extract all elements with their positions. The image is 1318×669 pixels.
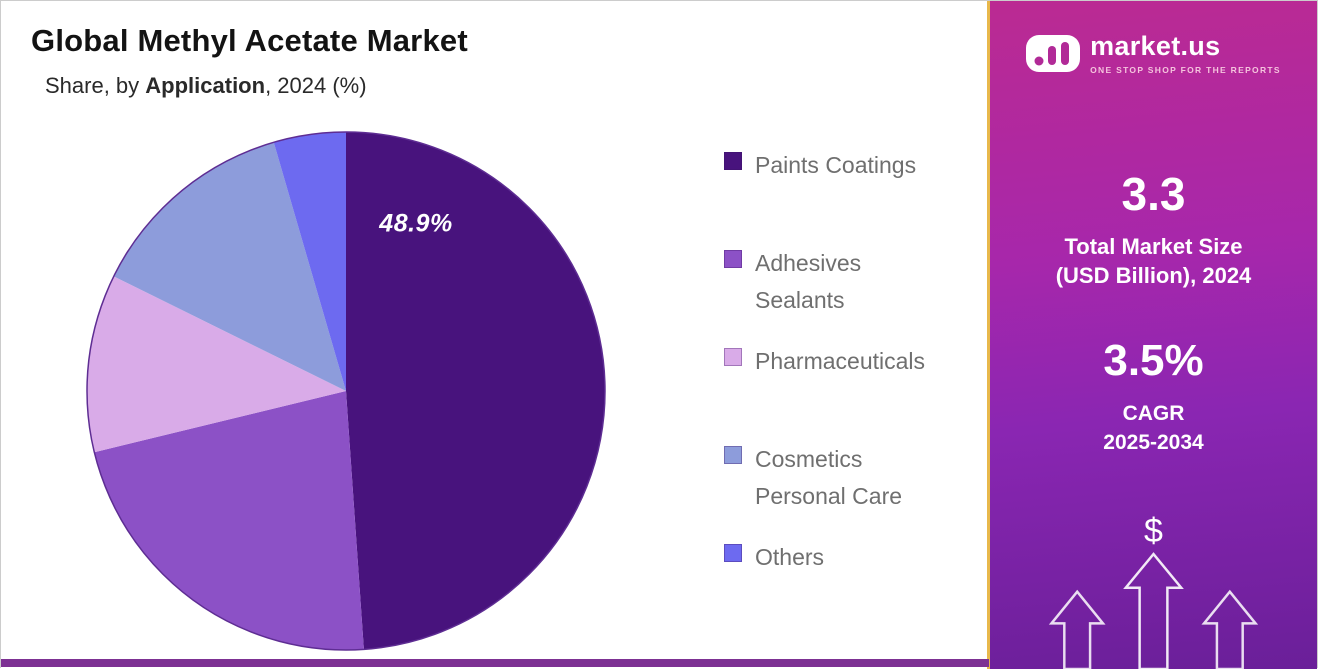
pie-value-label: 48.9%	[379, 209, 453, 238]
subtitle-suffix: , 2024 (%)	[265, 73, 367, 98]
pie-chart: 48.9%	[81, 125, 611, 657]
brand-tagline: ONE STOP SHOP FOR THE REPORTS	[1090, 65, 1281, 75]
chart-panel: Global Methyl Acetate Market Share, by A…	[1, 1, 989, 669]
cagr-label-line1: CAGR	[1122, 402, 1185, 426]
pie-slice-0	[346, 132, 606, 650]
legend-swatch-cosmetics-personal-care	[724, 446, 742, 464]
market-size-label-line2: (USD Billion), 2024	[1055, 262, 1252, 288]
legend: Paints Coatings Adhesives Sealants Pharm…	[724, 147, 925, 576]
legend-swatch-others	[724, 544, 742, 562]
legend-item-pharmaceuticals: Pharmaceuticals	[724, 343, 925, 441]
pie-slice-4	[273, 132, 346, 391]
up-arrow-icon	[1201, 589, 1259, 669]
up-arrow-icon	[1123, 552, 1184, 669]
legend-label: Adhesives Sealants	[755, 250, 862, 313]
legend-swatch-pharmaceuticals	[724, 348, 742, 366]
market-size-label-line1: Total Market Size	[1064, 234, 1243, 259]
growth-arrows-icon	[1048, 552, 1259, 669]
legend-label: Cosmetics Personal Care	[755, 446, 903, 509]
legend-swatch-paints-coatings	[724, 152, 742, 170]
chart-subtitle: Share, by Application, 2024 (%)	[45, 73, 367, 99]
legend-label: Pharmaceuticals	[755, 348, 926, 374]
legend-item-others: Others	[724, 539, 925, 576]
legend-label: Paints Coatings	[755, 152, 917, 178]
pie-slice-2	[87, 276, 346, 453]
page-title: Global Methyl Acetate Market	[31, 23, 468, 58]
cagr-value: 3.5%	[1103, 336, 1204, 386]
legend-item-adhesives-sealants: Adhesives Sealants	[724, 245, 925, 343]
dollar-icon: $	[1144, 512, 1163, 550]
subtitle-emphasis: Application	[145, 73, 266, 98]
market-size-label: Total Market Size (USD Billion), 2024	[990, 233, 1317, 290]
pie-slice-3	[113, 142, 346, 391]
brand-name: market.us	[1090, 31, 1221, 61]
cagr-label: CAGR 2025-2034	[990, 400, 1317, 457]
brand-logo: market.us ONE STOP SHOP FOR THE REPORTS	[990, 31, 1317, 75]
up-arrow-icon	[1048, 589, 1106, 669]
subtitle-prefix: Share, by	[45, 73, 146, 98]
legend-item-paints-coatings: Paints Coatings	[724, 147, 925, 245]
cagr-label-line2: 2025-2034	[1103, 430, 1204, 454]
legend-label: Others	[755, 544, 825, 570]
legend-swatch-adhesives-sealants	[724, 250, 742, 268]
bottom-accent-strip	[1, 659, 989, 667]
pie-outline	[86, 131, 606, 651]
marketus-logo-icon	[1026, 35, 1081, 72]
pie-chart-svg	[86, 131, 606, 651]
brand-panel: market.us ONE STOP SHOP FOR THE REPORTS …	[987, 1, 1317, 669]
pie-slice-1	[94, 391, 364, 650]
brand-text: market.us ONE STOP SHOP FOR THE REPORTS	[1090, 31, 1281, 75]
legend-item-cosmetics-personal-care: Cosmetics Personal Care	[724, 441, 925, 539]
market-size-value: 3.3	[1121, 168, 1186, 220]
